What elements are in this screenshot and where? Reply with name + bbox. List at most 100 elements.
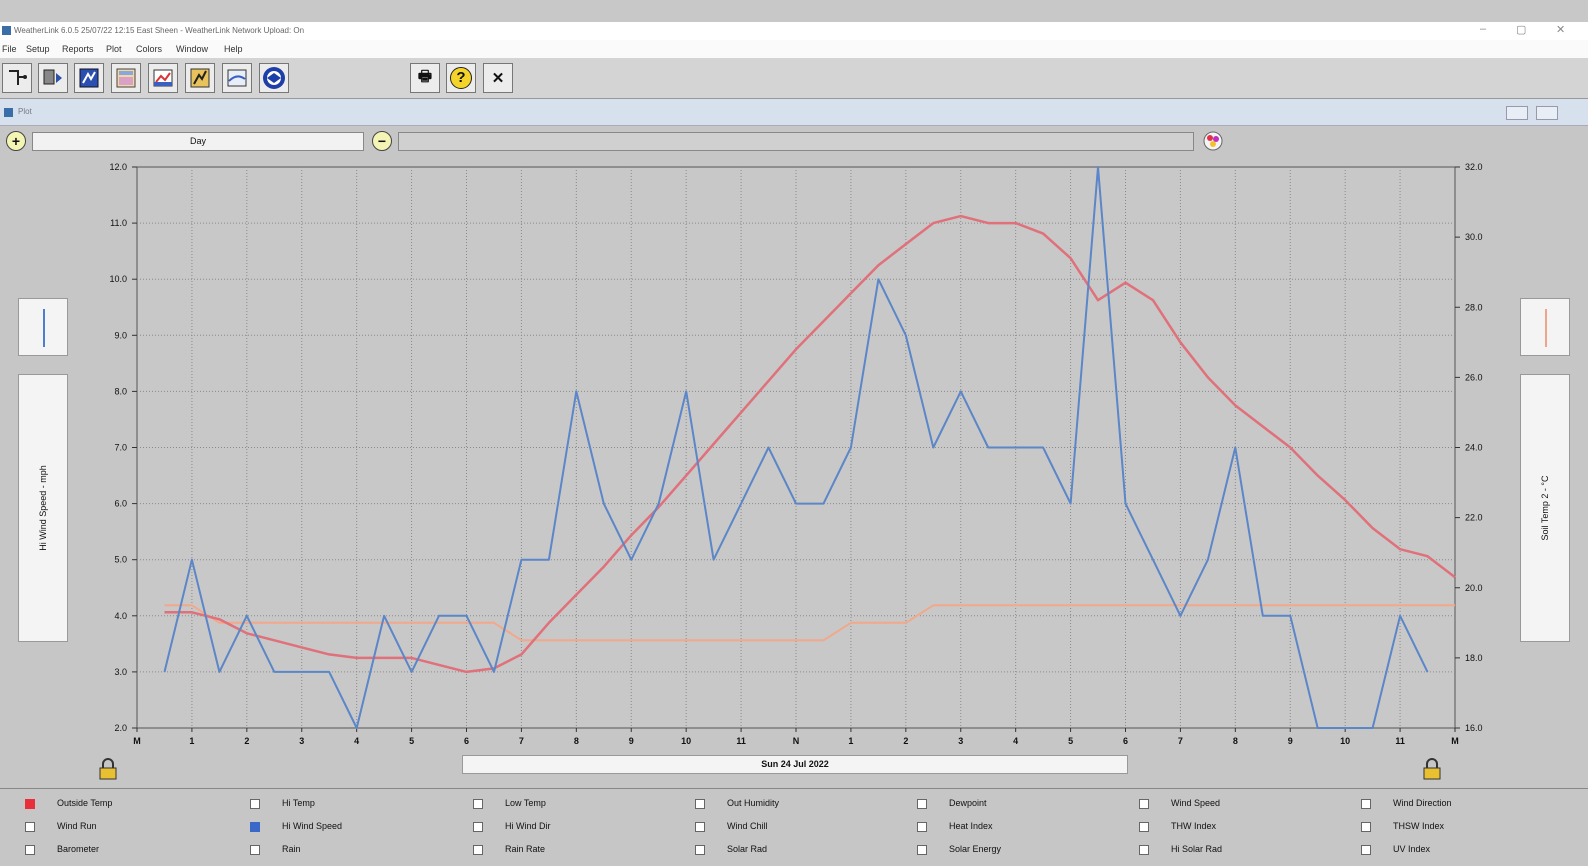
right-tick-label: 22.0 xyxy=(1465,513,1483,523)
legend-checkbox-rain-rate[interactable] xyxy=(473,845,483,855)
bulletin-icon[interactable] xyxy=(74,63,104,93)
legend-checkbox-uv-index[interactable] xyxy=(1361,845,1371,855)
legend-label-wind-speed: Wind Speed xyxy=(1171,798,1220,808)
help-icon: ? xyxy=(450,67,472,89)
x-tick-label: 10 xyxy=(681,736,691,746)
legend-checkbox-outside-temp[interactable] xyxy=(25,799,35,809)
left-lock-icon[interactable] xyxy=(97,756,119,782)
left-tick-label: 11.0 xyxy=(110,218,127,228)
legend-checkbox-wind-chill[interactable] xyxy=(695,822,705,832)
help-button[interactable]: ? xyxy=(446,63,476,93)
legend-label-hi-wind-dir: Hi Wind Dir xyxy=(505,821,551,831)
menu-colors[interactable]: Colors xyxy=(136,44,162,54)
right-lock-icon[interactable] xyxy=(1421,756,1443,782)
plot-window-icon xyxy=(4,108,13,117)
print-button[interactable]: 🖶 xyxy=(410,63,440,93)
legend-label-dewpoint: Dewpoint xyxy=(949,798,987,808)
close-window-button[interactable]: ✕ xyxy=(1556,23,1565,36)
legend-checkbox-dewpoint[interactable] xyxy=(917,799,927,809)
minimize-button[interactable]: – xyxy=(1480,23,1486,35)
legend-label-heat-index: Heat Index xyxy=(949,821,993,831)
legend-checkbox-hi-solar-rad[interactable] xyxy=(1139,845,1149,855)
legend-checkbox-solar-rad[interactable] xyxy=(695,845,705,855)
plot-window-title: Plot xyxy=(18,107,32,116)
left-tick-label: 7.0 xyxy=(114,443,127,453)
zoom-out-icon[interactable]: − xyxy=(372,131,392,151)
legend-label-hi-wind-speed: Hi Wind Speed xyxy=(282,821,342,831)
left-tick-label: 2.0 xyxy=(114,723,127,733)
time-scrollbar[interactable] xyxy=(398,132,1194,151)
strip-chart-icon[interactable] xyxy=(185,63,215,93)
toolbar: 🖶 ? ✕ xyxy=(0,58,1588,99)
left-tick-label: 6.0 xyxy=(114,499,127,509)
window-titlebar: WeatherLink 6.0.5 25/07/22 12:15 East Sh… xyxy=(0,22,1588,41)
legend-label-out-humidity: Out Humidity xyxy=(727,798,779,808)
legend-checkbox-hi-temp[interactable] xyxy=(250,799,260,809)
legend-checkbox-wind-run[interactable] xyxy=(25,822,35,832)
right-tick-label: 24.0 xyxy=(1465,443,1483,453)
legend-checkbox-barometer[interactable] xyxy=(25,845,35,855)
menu-reports[interactable]: Reports xyxy=(62,44,94,54)
legend-checkbox-hi-wind-dir[interactable] xyxy=(473,822,483,832)
x-tick-label: 4 xyxy=(1013,736,1018,746)
download-icon[interactable] xyxy=(38,63,68,93)
x-tick-label: M xyxy=(133,736,141,746)
right-tick-label: 16.0 xyxy=(1465,723,1483,733)
legend-label-rain-rate: Rain Rate xyxy=(505,844,545,854)
legend-checkbox-thsw-index[interactable] xyxy=(1361,822,1371,832)
menu-bar: File Setup Reports Plot Colors Window He… xyxy=(0,40,1588,58)
legend-checkbox-thw-index[interactable] xyxy=(1139,822,1149,832)
x-tick-label: 3 xyxy=(299,736,304,746)
left-tick-label: 8.0 xyxy=(114,386,127,396)
series-legend: Outside Temp Hi Temp Low Temp Out Humidity D… xyxy=(0,788,1588,866)
legend-checkbox-hi-wind-speed[interactable] xyxy=(250,822,260,832)
plot-window-titlebar: Plot xyxy=(0,99,1588,126)
menu-setup[interactable]: Setup xyxy=(26,44,50,54)
zoom-in-icon[interactable]: + xyxy=(6,131,26,151)
legend-checkbox-low-temp[interactable] xyxy=(473,799,483,809)
restore-window-button[interactable] xyxy=(1506,106,1528,120)
legend-checkbox-rain[interactable] xyxy=(250,845,260,855)
menu-help[interactable]: Help xyxy=(224,44,243,54)
legend-label-solar-rad: Solar Rad xyxy=(727,844,767,854)
x-tick-label: 6 xyxy=(464,736,469,746)
weather-chart[interactable]: 2.0 3.0 4.0 5.0 6.0 7.0 8.0 9.0 10.0 11.0 12.0 16.… xyxy=(0,150,1588,756)
legend-label-low-temp: Low Temp xyxy=(505,798,546,808)
summary-icon[interactable] xyxy=(111,63,141,93)
legend-checkbox-solar-energy[interactable] xyxy=(917,845,927,855)
x-tick-label: 2 xyxy=(244,736,249,746)
window-title: WeatherLink 6.0.5 25/07/22 12:15 East Sh… xyxy=(14,26,304,35)
x-tick-label: M xyxy=(1451,736,1459,746)
connect-icon[interactable] xyxy=(2,63,32,93)
app-icon xyxy=(2,26,11,35)
close-button[interactable]: ✕ xyxy=(483,63,513,93)
legend-checkbox-heat-index[interactable] xyxy=(917,822,927,832)
right-tick-label: 18.0 xyxy=(1465,653,1483,663)
time-range-field[interactable]: Day xyxy=(32,132,364,151)
legend-checkbox-wind-direction[interactable] xyxy=(1361,799,1371,809)
noaa-icon[interactable] xyxy=(259,63,289,93)
menu-window[interactable]: Window xyxy=(176,44,208,54)
left-tick-label: 9.0 xyxy=(114,330,127,340)
legend-label-wind-run: Wind Run xyxy=(57,821,97,831)
weather-map-icon[interactable] xyxy=(222,63,252,93)
legend-label-uv-index: UV Index xyxy=(1393,844,1430,854)
maximize-window-button[interactable] xyxy=(1536,106,1558,120)
legend-checkbox-out-humidity[interactable] xyxy=(695,799,705,809)
x-tick-label: 9 xyxy=(1288,736,1293,746)
legend-label-thsw-index: THSW Index xyxy=(1393,821,1444,831)
x-tick-label: 5 xyxy=(409,736,414,746)
menu-file[interactable]: File xyxy=(2,44,17,54)
x-tick-label: 7 xyxy=(519,736,524,746)
right-tick-label: 28.0 xyxy=(1465,302,1483,312)
menu-plot[interactable]: Plot xyxy=(106,44,122,54)
maximize-button[interactable]: ▢ xyxy=(1516,23,1526,36)
x-tick-label: 8 xyxy=(574,736,579,746)
legend-label-barometer: Barometer xyxy=(57,844,99,854)
x-tick-label: 8 xyxy=(1233,736,1238,746)
legend-checkbox-wind-speed[interactable] xyxy=(1139,799,1149,809)
legend-label-outside-temp: Outside Temp xyxy=(57,798,112,808)
legend-label-thw-index: THW Index xyxy=(1171,821,1216,831)
legend-label-wind-chill: Wind Chill xyxy=(727,821,768,831)
plot-icon[interactable] xyxy=(148,63,178,93)
